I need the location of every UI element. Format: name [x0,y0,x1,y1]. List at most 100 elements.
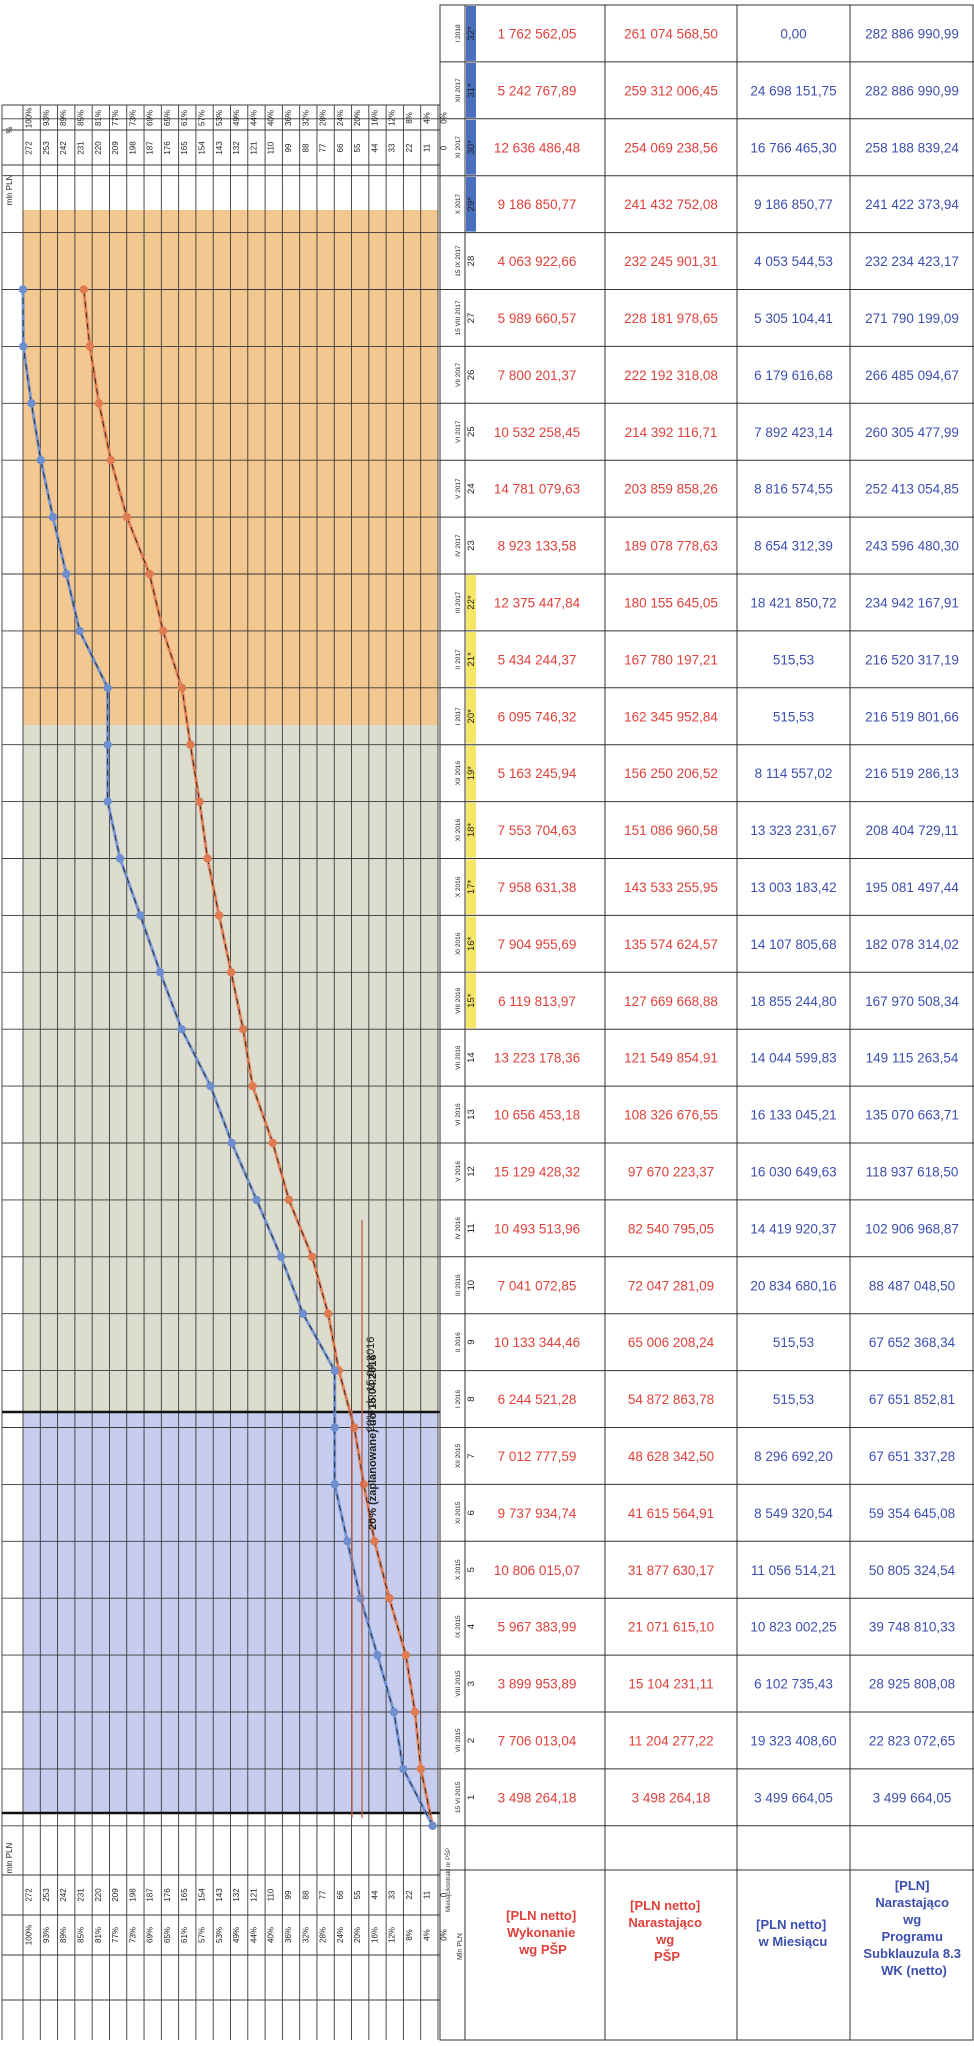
scale-pct-bottom: 28% [319,1927,328,1943]
row-exec: 10 493 513,96 [494,1221,580,1236]
row-period: XI 2017 [455,136,462,159]
row-month: 8 549 320,54 [754,1506,833,1521]
row-number-cell [466,973,476,1029]
row-number: 26 [466,370,477,381]
series-point [268,1138,277,1148]
table-row: IX 2015 4 5 967 383,99 21 071 615,10 10 823 … [440,1615,974,1656]
row-number: 5 [466,1567,477,1572]
scale-pct-bottom: 61% [180,1927,189,1943]
row-cumulative: 241 432 752,08 [624,197,718,212]
row-period: V 2016 [455,1161,462,1182]
scale-pct-top: 57% [198,110,207,126]
scale-mln-bottom: 77 [319,1890,328,1899]
series-point [227,1138,237,1148]
series-point [416,1764,426,1774]
series-point [122,512,132,522]
scale-mln-bottom: 143 [215,1888,224,1902]
scale-mln-bottom: 132 [232,1888,241,1902]
scale-pct-bottom: 53% [215,1927,224,1943]
scale-pct-top: 4% [422,112,431,124]
row-month: 8 654 312,39 [754,539,833,554]
series-point [323,1309,333,1318]
chart-grid [1,104,440,2040]
row-subclause: 252 413 054,85 [865,482,959,497]
row-subclause: 28 925 808,08 [869,1677,955,1692]
row-exec: 15 129 428,32 [494,1164,580,1179]
scale-mln-bottom: 99 [284,1890,293,1899]
row-period: 15 VIII 2017 [455,300,462,335]
series-point [252,1195,261,1205]
scale-labels: % mln PLN mln PLN 100% 272 272 100% 93% 253 253 93… [5,108,449,1945]
series-line [79,285,437,1831]
scale-pct-top: 89% [59,110,68,126]
row-number: 3 [466,1681,477,1686]
scale-mln-top: 110 [267,141,276,154]
row-month: 19 323 408,60 [750,1733,836,1748]
scale-pct-bottom: 40% [267,1927,276,1943]
row-cumulative: 41 615 564,91 [628,1506,714,1521]
scale-pct-bottom: 4% [422,1929,431,1941]
table-row: VIII 2015 3 3 899 953,89 15 104 231,11 6 102… [440,1670,974,1713]
row-subclause: 243 596 480,30 [865,539,959,554]
scale-mln-top: 0 [440,145,449,150]
row-exec: 7 706 013,04 [498,1733,577,1748]
scale-mln-bottom: 44 [370,1890,379,1899]
table-row: V 2016 12 15 129 428,32 97 670 223,37 16 030… [440,1161,974,1201]
scale-pct-top: 12% [388,110,397,126]
series-point [136,911,145,920]
row-number: 17* [466,880,477,895]
row-cumulative: 135 574 624,57 [624,937,718,952]
row-number: 1 [466,1795,477,1800]
scale-mln-bottom: 55 [353,1890,362,1899]
row-period: XI 2015 [455,1501,462,1524]
table-row: 15 VIII 2017 27 5 989 660,57 228 181 978,65… [440,300,974,347]
series-point [350,1423,359,1432]
scale-pct-top: 61% [180,110,189,126]
row-period: XII 2015 [455,1443,462,1468]
row-subclause: 282 886 990,99 [865,26,959,41]
header-cum: [PLN netto] Narastająco wg PŠP [628,1898,705,1964]
series-point [103,797,112,806]
row-subclause: 50 805 324,54 [869,1563,956,1578]
row-number: 8 [466,1396,477,1401]
row-number-cell [466,745,476,801]
row-subclause: 195 081 497,44 [865,880,959,895]
annotations: 20% do 15.04.2016 20% (zaplanowane) do 1… [351,1220,379,1818]
row-month: 10 823 002,25 [750,1620,836,1635]
series-point [401,1650,411,1660]
row-month: 5 305 104,41 [754,311,833,326]
row-number: 19* [466,766,477,781]
series-point [75,626,84,636]
table-row: XI 2016 16* 7 904 955,69 135 574 624,57 14 1… [440,916,974,973]
row-number-cell [466,802,476,858]
row-number: 24 [466,483,477,494]
scale-pct-bottom: 36% [284,1927,293,1943]
series-point [203,854,212,863]
series-point [226,968,236,977]
series-point [370,1537,379,1546]
row-cumulative: 15 104 231,11 [628,1677,713,1692]
row-number: 30* [466,140,477,155]
row-period: II 2017 [455,649,462,669]
series-point [36,456,46,465]
scale-pct-top: 44% [249,110,258,126]
row-cumulative: 151 086 960,58 [624,823,718,838]
scale-pct-bottom: 93% [42,1927,51,1943]
scale-pct-top: 36% [284,110,293,126]
row-number: 18* [466,823,477,838]
row-subclause: 266 485 094,67 [865,368,959,383]
row-period: VIII 2016 [455,987,462,1013]
scale-pct-top: 32% [301,110,310,126]
scale-mln-top: 187 [146,141,155,155]
row-cumulative: 143 533 255,95 [624,880,718,895]
scale-pct-top: 28% [319,110,328,126]
table-row: 15 VI 2015 1 3 498 264,18 3 498 264,18 3 499… [440,1781,974,1827]
table-row: XI 2017 30* 12 636 486,48 254 069 238,56 16 … [440,119,974,177]
scale-pct-bottom: 73% [128,1927,137,1943]
scale-pct-top: 0% [440,112,449,124]
series-point [158,626,168,636]
row-period: I 2018 [455,24,462,42]
table-row: IV 2017 23 8 923 133,58 189 078 778,63 8 654… [440,534,974,575]
row-cumulative: 82 540 795,05 [628,1221,714,1236]
scale-mln-bottom: 154 [198,1888,207,1902]
